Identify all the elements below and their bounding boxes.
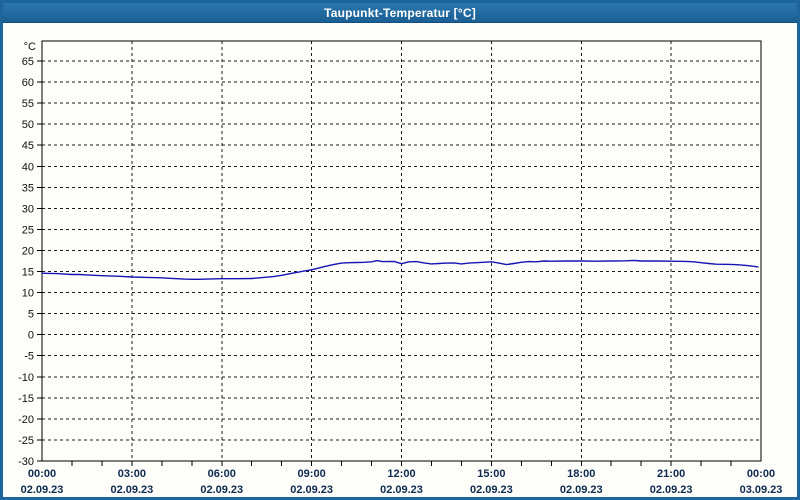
x-tick-time-label: 00:00	[747, 468, 775, 480]
x-tick-date-label: 02.09.23	[110, 484, 153, 496]
x-tick-time-label: 21:00	[657, 468, 685, 480]
chart-area: 65 60 55 50 45 40 35 30 25 20 15 10 5 0 -5 -10 -15 -20 -25…	[3, 23, 797, 497]
x-tick-time-label: 09:00	[298, 468, 326, 480]
y-axis-unit-label: °C	[24, 41, 36, 53]
y-tick-label: -20	[18, 414, 34, 426]
x-tick-date-label: 02.09.23	[650, 484, 693, 496]
y-tick-label: 55	[22, 98, 34, 110]
y-tick-label: 5	[28, 309, 34, 321]
y-tick-label: 60	[22, 77, 34, 89]
y-tick-label: 65	[22, 56, 34, 68]
window-title: Taupunkt-Temperatur [°C]	[324, 5, 476, 20]
window-title-bar[interactable]: Taupunkt-Temperatur [°C]	[3, 3, 797, 23]
dewpoint-series-line	[41, 259, 759, 280]
y-tick-label: -15	[18, 393, 34, 405]
x-tick-date-label: 03.09.23	[740, 484, 783, 496]
x-tick-time-label: 18:00	[567, 468, 595, 480]
x-tick-time-label: 15:00	[477, 468, 505, 480]
x-tick-date-label: 02.09.23	[21, 484, 64, 496]
y-tick-label: 30	[22, 203, 34, 215]
y-tick-label: 45	[22, 140, 34, 152]
y-tick-label: -25	[18, 435, 34, 447]
x-tick-date-label: 02.09.23	[560, 484, 603, 496]
x-tick-time-label: 06:00	[208, 468, 236, 480]
x-tick-date-label: 02.09.23	[290, 484, 333, 496]
x-tick-date-label: 02.09.23	[200, 484, 243, 496]
y-tick-label: 25	[22, 224, 34, 236]
y-tick-label: -10	[18, 372, 34, 384]
x-tick-time-label: 12:00	[387, 468, 415, 480]
x-tick-time-label: 00:00	[28, 468, 56, 480]
plot-border	[41, 40, 762, 462]
y-tick-label: -30	[18, 456, 34, 468]
y-tick-label: 15	[22, 267, 34, 279]
y-tick-label: 40	[22, 161, 34, 173]
y-tick-label: 0	[28, 330, 34, 342]
y-tick-label: 35	[22, 182, 34, 194]
y-tick-label: 50	[22, 119, 34, 131]
dewpoint-chart: 65605550454035302520151050-5-10-15-20-25…	[18, 40, 783, 496]
x-tick-date-label: 02.09.23	[380, 484, 423, 496]
y-tick-label: 10	[22, 288, 34, 300]
x-tick-date-label: 02.09.23	[470, 484, 513, 496]
y-tick-label: -5	[24, 351, 34, 363]
y-tick-label: 20	[22, 245, 34, 257]
x-tick-time-label: 03:00	[118, 468, 146, 480]
